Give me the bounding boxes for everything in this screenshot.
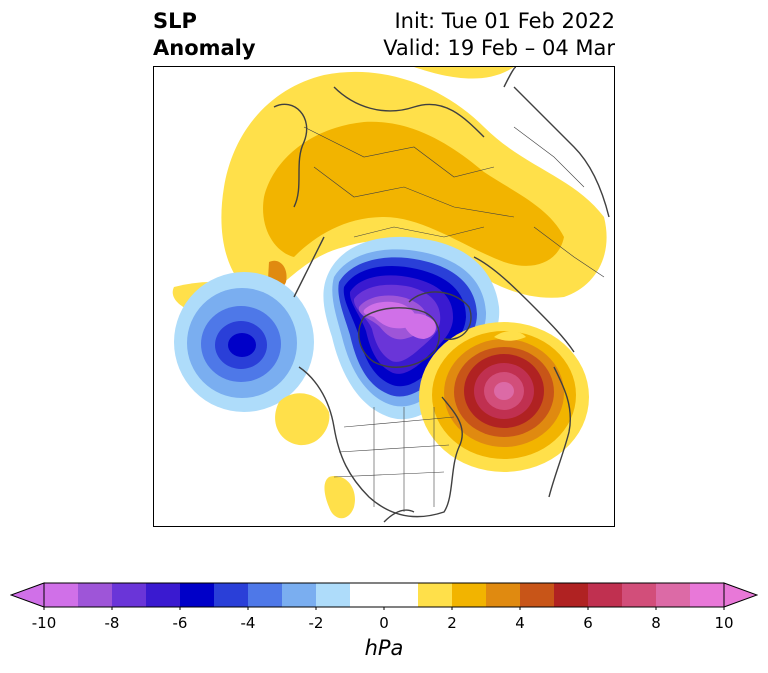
colorbar-segment	[44, 583, 79, 607]
colorbar-segment	[146, 583, 181, 607]
anomaly-map	[154, 67, 610, 523]
title-type: Anomaly	[153, 36, 256, 60]
colorbar-segment	[622, 583, 657, 607]
colorbar-tick-label: 2	[447, 614, 457, 632]
colorbar-segment	[418, 583, 453, 607]
colorbar-segment	[520, 583, 555, 607]
map-panel	[153, 66, 615, 527]
colorbar-tick-label: 10	[714, 614, 734, 632]
colorbar-unit: hPa	[364, 636, 404, 660]
colorbar-svg	[9, 582, 759, 610]
colorbar-tick-label: 0	[379, 614, 389, 632]
colorbar	[9, 580, 759, 610]
colorbar-segment	[316, 583, 351, 607]
colorbar-extend-min	[9, 582, 45, 608]
colorbar-tick-label: -8	[104, 614, 120, 632]
positive-anomaly-north-america	[275, 393, 355, 519]
colorbar-segment	[282, 583, 317, 607]
colorbar-tick-label: 4	[515, 614, 525, 632]
colorbar-tick-label: -4	[240, 614, 256, 632]
map-title: SLP Anomaly	[153, 8, 256, 62]
colorbar-segment	[78, 583, 113, 607]
title-variable: SLP	[153, 9, 197, 33]
colorbar-segment	[486, 583, 521, 607]
colorbar-segment	[452, 583, 487, 607]
colorbar-extend-max	[723, 582, 759, 608]
colorbar-tick-label: -10	[31, 614, 57, 632]
colorbar-segment	[554, 583, 589, 607]
map-dates: Init: Tue 01 Feb 2022 Valid: 19 Feb – 04…	[383, 8, 615, 62]
colorbar-segment	[588, 583, 623, 607]
colorbar-tick-label: -2	[308, 614, 324, 632]
init-date: Init: Tue 01 Feb 2022	[394, 9, 615, 33]
colorbar-tick-label: 8	[651, 614, 661, 632]
colorbar-segment	[248, 583, 283, 607]
colorbar-segment	[180, 583, 215, 607]
colorbar-segment	[656, 583, 691, 607]
coastlines	[273, 67, 610, 523]
colorbar-tick-label: 6	[583, 614, 593, 632]
colorbar-segment	[112, 583, 147, 607]
colorbar-segment	[350, 583, 419, 607]
colorbar-segment	[214, 583, 249, 607]
political-borders	[303, 126, 605, 512]
negative-anomaly-pacific	[154, 272, 314, 412]
positive-anomaly-atlantic	[419, 322, 589, 472]
colorbar-tick-label: -6	[172, 614, 188, 632]
valid-range: Valid: 19 Feb – 04 Mar	[383, 36, 615, 60]
colorbar-segment	[690, 583, 725, 607]
